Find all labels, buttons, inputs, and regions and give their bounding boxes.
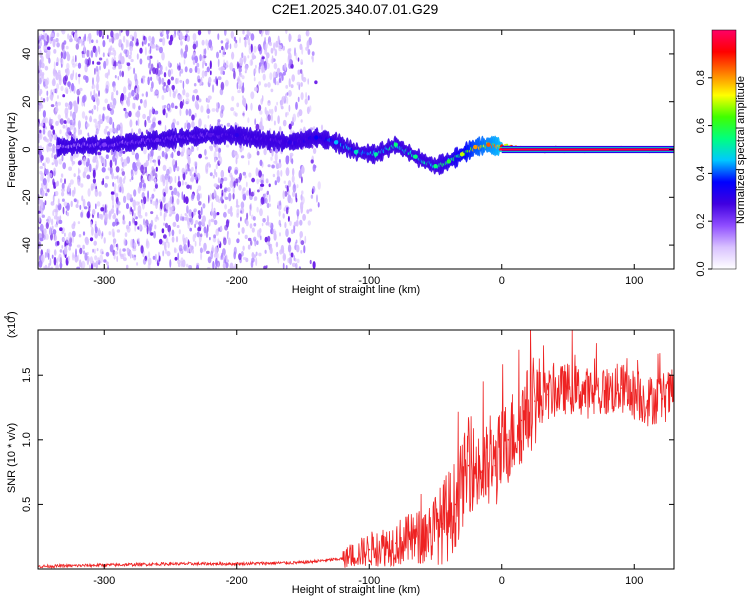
spec-xtick-label: 100 <box>625 275 643 287</box>
snr-point <box>368 548 371 551</box>
snr-point <box>620 387 622 389</box>
spec-xtick-label: 0 <box>499 275 505 287</box>
colorbar-gradient <box>711 29 737 270</box>
snr-point <box>534 400 536 402</box>
ridge-point <box>287 140 292 145</box>
ridge-point <box>433 164 438 169</box>
snr-scale-close: ) <box>6 311 18 315</box>
spec-ytick-label: 40 <box>21 48 33 60</box>
colorbar-tick-label: 0.0 <box>695 261 707 276</box>
ridge-point <box>55 144 61 150</box>
snr-frame <box>37 329 675 570</box>
spectrogram-marks <box>38 30 674 269</box>
snr-scale-label: (x10 4 ) <box>3 311 18 338</box>
colorbar-label: Normalized spectral amplitude <box>735 76 747 224</box>
colorbar-ticks: 0.0 0.2 0.4 0.6 0.8 <box>695 70 712 277</box>
snr-point <box>421 535 424 538</box>
ridge-point <box>234 133 239 138</box>
snr-point <box>395 542 397 544</box>
spec-ytick-label: -40 <box>21 237 33 253</box>
ridge-point <box>353 149 359 155</box>
snr-scale-exponent: 4 <box>3 315 12 320</box>
snr-point <box>441 523 443 525</box>
ridge-point <box>446 159 451 164</box>
snr-xtick-label: 0 <box>499 575 505 587</box>
colorbar-tick-label: 0.8 <box>695 70 707 85</box>
spec-xtick-label: -200 <box>226 275 248 287</box>
spectrogram-xlabel: Height of straight line (km) <box>292 284 420 296</box>
ridge-point <box>393 142 398 147</box>
ridge-point <box>486 142 491 147</box>
spectrogram-steady-line <box>499 145 674 154</box>
snr-point <box>302 561 304 564</box>
snr-point <box>454 503 457 506</box>
ridge-point <box>208 133 213 138</box>
figure-title: C2E1.2025.340.07.01.G29 <box>272 1 439 17</box>
ridge-point <box>459 152 465 157</box>
snr-ticks: -300 -200 -100 0 100 0.5 1.0 1.5 <box>21 330 674 587</box>
snr-point <box>169 563 172 565</box>
snr-xtick-label: 100 <box>625 575 643 587</box>
snr-xlabel: Height of straight line (km) <box>292 584 420 596</box>
snr-point <box>646 400 649 402</box>
spec-xtick-label: -300 <box>93 275 115 287</box>
colorbar-tick-label: 0.4 <box>695 166 707 181</box>
ridge-point <box>473 144 478 150</box>
ridge-point <box>102 142 107 147</box>
snr-point <box>567 387 569 389</box>
snr-point <box>481 471 483 473</box>
snr-ytick-label: 1.0 <box>21 432 33 447</box>
ridge-point <box>333 140 339 145</box>
spectrogram-ylabel: Frequency (Hz) <box>6 112 18 188</box>
snr-scale-base: (x10 <box>6 317 18 338</box>
colorbar-tick-label: 0.2 <box>695 214 707 229</box>
spec-ytick-label: 20 <box>21 96 33 108</box>
spec-ytick-label: -20 <box>21 189 33 205</box>
snr-marks <box>38 330 674 569</box>
colorbar-tick-label: 0.6 <box>695 118 707 133</box>
colorbar: 0.0 0.2 0.4 0.6 0.8 Normalized spectral ampl… <box>695 29 747 277</box>
snr-point <box>494 464 496 467</box>
ridge-point <box>155 137 160 143</box>
ridge-point <box>261 137 266 143</box>
snr-ytick-label: 1.5 <box>21 368 33 383</box>
snr-xtick-label: -200 <box>226 575 248 587</box>
snr-point <box>593 393 596 396</box>
ridge-point <box>373 152 379 157</box>
snr-point <box>547 393 549 396</box>
snr-ylabel: SNR (10 * v/v) <box>6 423 18 493</box>
snr-point <box>520 419 523 422</box>
snr-panel: -300 -200 -100 0 100 0.5 1.0 1.5 Height of stra… <box>3 311 675 596</box>
snr-point <box>342 557 344 560</box>
ridge-point <box>314 135 319 140</box>
snr-ytick-label: 0.5 <box>21 497 33 512</box>
snr-xtick-label: -100 <box>358 575 380 587</box>
spec-ytick-label: 0 <box>21 146 33 152</box>
snr-point <box>467 464 470 467</box>
ridge-point <box>413 154 418 159</box>
spec-xtick-label: -100 <box>358 275 380 287</box>
snr-point <box>507 439 510 441</box>
snr-series-line <box>38 330 674 569</box>
snr-xtick-label: -300 <box>93 575 115 587</box>
